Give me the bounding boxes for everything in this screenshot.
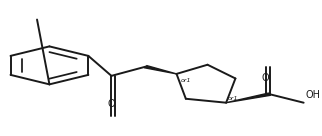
Text: or1: or1: [180, 78, 191, 83]
Text: or1: or1: [228, 96, 238, 101]
Text: O: O: [108, 99, 115, 109]
Polygon shape: [226, 93, 271, 103]
Text: O: O: [261, 73, 269, 83]
Polygon shape: [144, 66, 176, 74]
Text: OH: OH: [305, 90, 320, 100]
